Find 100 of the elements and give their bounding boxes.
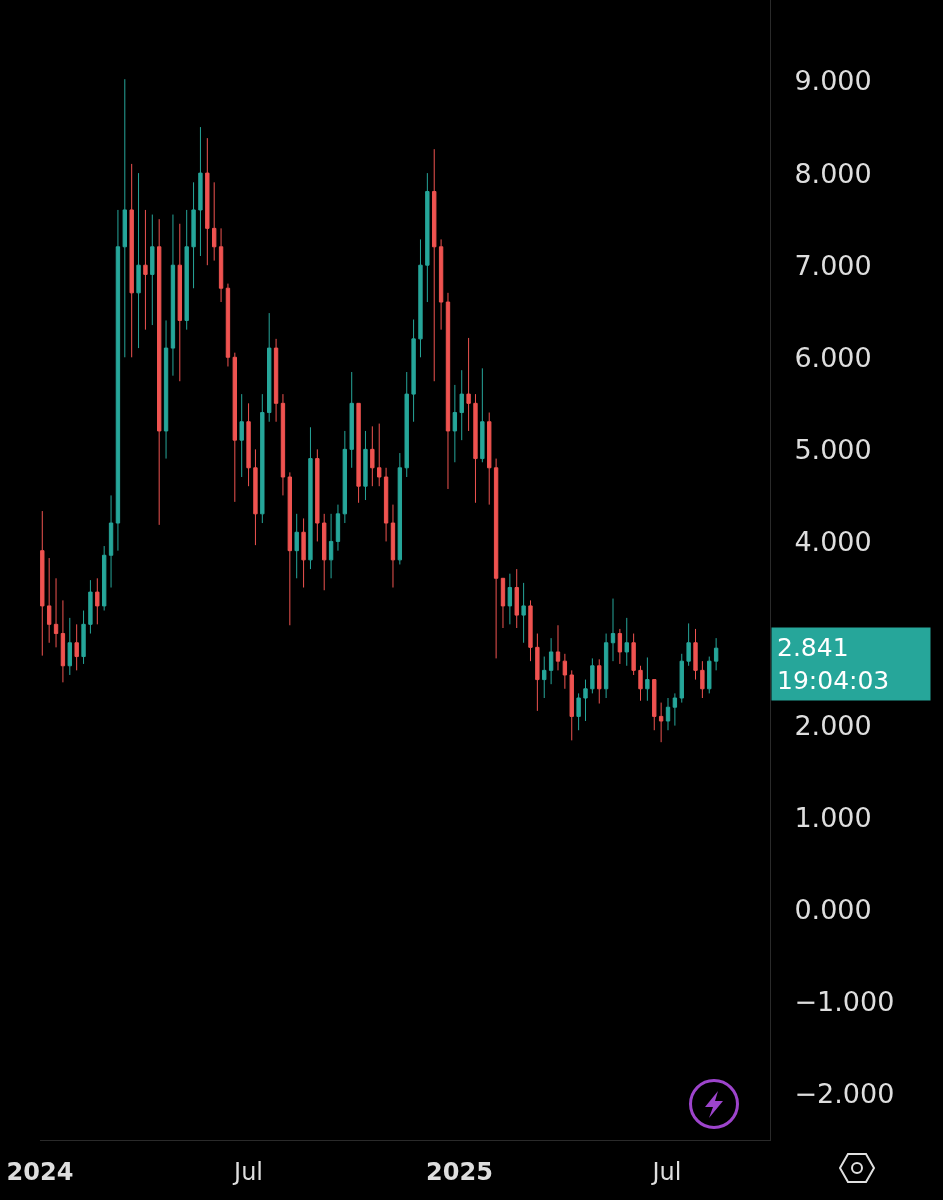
candlestick <box>679 653 684 704</box>
candlestick <box>590 657 595 694</box>
candlestick <box>163 319 169 460</box>
candlestick <box>335 504 341 552</box>
candlestick <box>418 238 423 358</box>
candlestick <box>466 337 471 432</box>
candlestick <box>53 577 59 648</box>
candlestick <box>301 517 306 588</box>
candlestick <box>555 624 561 671</box>
candlestick <box>198 126 203 257</box>
candlestick <box>500 577 506 629</box>
candlestick <box>280 393 286 496</box>
candlestick <box>143 209 148 331</box>
x-tick-label: Jul <box>650 1157 682 1186</box>
candlestick <box>397 452 403 565</box>
candlestick <box>95 577 100 625</box>
candlestick <box>665 697 671 731</box>
candlestick <box>438 238 444 331</box>
candlestick <box>260 393 265 524</box>
candlestick <box>129 163 134 358</box>
candlestick <box>108 494 114 588</box>
candlestick <box>548 637 554 685</box>
candlestick <box>493 458 499 659</box>
candlestick <box>377 423 382 487</box>
candlestick <box>432 148 437 382</box>
candlestick <box>583 679 588 722</box>
candlestick <box>363 430 368 501</box>
candlestick <box>150 214 155 326</box>
candlestick <box>672 692 678 727</box>
candlestick <box>122 78 127 358</box>
candlestick <box>157 218 162 526</box>
candlestick <box>617 628 623 665</box>
candlestick <box>569 669 574 741</box>
candlestick <box>356 402 361 504</box>
candlestick <box>46 557 52 644</box>
candlestick <box>562 653 568 690</box>
candlestick <box>383 467 389 542</box>
candlestick <box>212 181 217 262</box>
candlestick <box>136 172 141 349</box>
candlestick <box>693 628 698 681</box>
candlestick <box>603 633 609 699</box>
candlestick <box>658 702 664 743</box>
y-tick-label: 5.000 <box>794 433 872 465</box>
candlestick <box>67 617 72 676</box>
candlestick <box>239 393 244 478</box>
candlestick <box>170 214 176 377</box>
candlestick <box>652 679 657 731</box>
candlestick <box>308 426 313 570</box>
candlestick <box>294 513 299 579</box>
candlestick <box>328 513 334 579</box>
candlestick <box>507 573 513 625</box>
candlestick <box>177 223 182 382</box>
candlestick <box>101 545 107 612</box>
candlestick <box>487 412 492 506</box>
candlestick <box>713 637 719 671</box>
candlestick <box>40 510 45 657</box>
candlestick <box>700 660 705 699</box>
candlestick <box>205 137 210 266</box>
candlestick <box>349 371 354 469</box>
y-tick-label: 1.000 <box>794 802 872 834</box>
candlestick <box>315 448 320 542</box>
candlestick <box>645 656 650 702</box>
candlestick <box>473 393 478 504</box>
y-tick-label: 9.000 <box>794 65 872 97</box>
candlestick <box>322 513 327 591</box>
y-tick-label: −1.000 <box>794 986 895 1018</box>
candlestick <box>707 656 712 694</box>
candlestick <box>390 504 396 588</box>
candlestick <box>115 209 121 552</box>
y-tick-label: −2.000 <box>794 1078 895 1110</box>
candlestick <box>218 227 224 303</box>
candlestick <box>342 430 348 524</box>
x-tick-label: 2025 <box>426 1157 493 1186</box>
candlestick <box>60 599 66 683</box>
candlestick <box>267 312 272 423</box>
candlestick <box>528 599 533 662</box>
y-tick-label: 6.000 <box>794 341 872 373</box>
candlestick <box>246 402 251 487</box>
candlestick <box>273 338 279 423</box>
candlestick <box>576 692 581 731</box>
candlestick <box>81 610 86 665</box>
x-tick-label: 2024 <box>6 1157 74 1186</box>
candlestick <box>480 367 485 463</box>
candlestick <box>253 448 258 546</box>
candlestick <box>638 665 643 702</box>
candlestick <box>184 209 189 331</box>
candlestick <box>535 633 540 712</box>
y-tick-label: 4.000 <box>794 525 872 557</box>
candlestick <box>74 623 79 671</box>
candlestick <box>411 319 416 423</box>
candlestick <box>404 371 409 478</box>
candlestick <box>597 658 602 705</box>
candlestick <box>370 425 375 487</box>
candlestick <box>521 582 526 644</box>
y-tick-label: 0.000 <box>794 894 872 926</box>
candlestick <box>287 471 293 626</box>
candlestick <box>88 579 93 635</box>
candlestick <box>514 568 519 629</box>
candlestick <box>191 181 196 289</box>
candlestick <box>610 598 616 662</box>
